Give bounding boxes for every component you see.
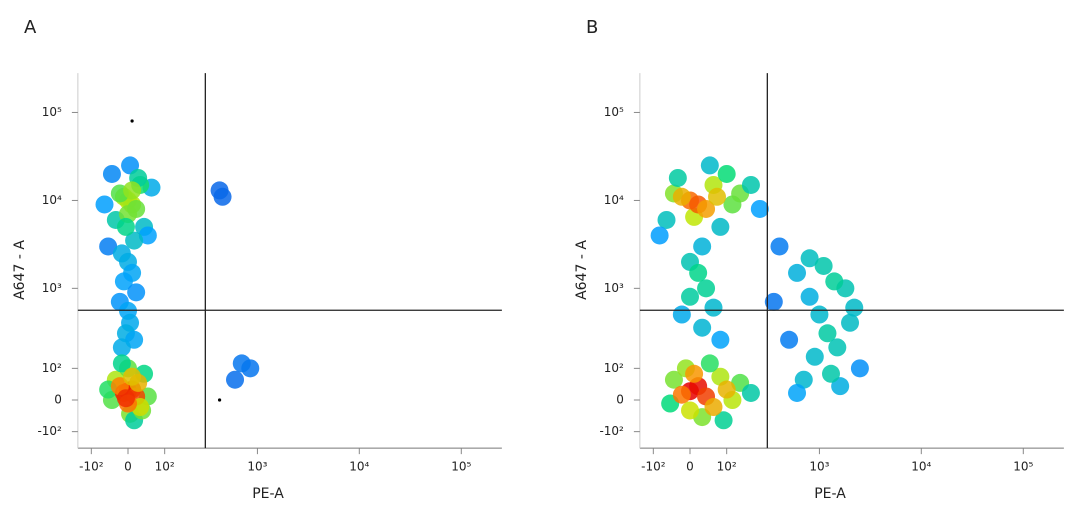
event-dot: [770, 237, 789, 256]
event-dot: [714, 411, 733, 430]
panel-title: A: [24, 17, 37, 38]
y-tick-label: 10⁵: [42, 105, 62, 119]
x-tick-label: 10⁴: [349, 460, 369, 474]
event-dot: [717, 380, 736, 399]
x-tick-label: 0: [686, 460, 694, 474]
event-dot: [123, 367, 142, 386]
event-dot: [99, 237, 118, 256]
y-tick-label: 10²: [604, 361, 624, 375]
event-dot: [102, 164, 121, 183]
event-dot: [805, 347, 824, 366]
event-dot: [788, 263, 807, 282]
event-dot: [788, 383, 807, 402]
event-dot: [685, 364, 704, 383]
event-dot: [810, 305, 829, 324]
event-dot: [672, 187, 691, 206]
event-dot: [226, 370, 245, 389]
panel-title: B: [586, 17, 598, 38]
y-axis-label: A647 - A: [574, 240, 590, 300]
event-dot: [700, 354, 719, 373]
event-dot: [831, 377, 850, 396]
event-dot: [780, 330, 799, 349]
event-dot: [704, 398, 723, 417]
event-dot: [650, 226, 669, 245]
event-dot: [125, 231, 144, 250]
y-tick-label: 10³: [42, 281, 62, 295]
y-tick-label: -10²: [599, 424, 624, 438]
y-tick-label: 0: [616, 393, 624, 407]
x-tick-label: 0: [124, 460, 132, 474]
event-dot: [693, 318, 712, 337]
y-tick-label: -10²: [37, 424, 62, 438]
event-dot: [741, 383, 760, 402]
event-dot: [664, 370, 683, 389]
y-axis-label: A647 - A: [12, 240, 28, 300]
event-dot: [95, 195, 114, 214]
event-dot: [845, 298, 864, 317]
event-dot: [672, 385, 691, 404]
y-tick-label: 10²: [42, 361, 62, 375]
event-dot: [681, 287, 699, 306]
event-dot: [112, 354, 131, 373]
x-tick-label: 10³: [247, 460, 267, 474]
event-dot: [821, 364, 840, 383]
y-tick-label: 10⁴: [42, 193, 62, 207]
y-tick-label: 10⁴: [604, 193, 624, 207]
event-dot: [800, 287, 819, 306]
event-dot: [116, 389, 135, 408]
event-dot: [689, 263, 708, 282]
event-dot: [704, 298, 723, 317]
event-dot: [657, 210, 676, 229]
event-dot: [130, 119, 134, 123]
event-dot: [127, 283, 146, 302]
event-dot: [213, 187, 232, 206]
event-dot: [668, 168, 687, 187]
event-dot: [693, 237, 712, 256]
y-tick-label: 10³: [604, 281, 624, 295]
event-dot: [672, 305, 691, 324]
event-dot: [697, 199, 716, 218]
x-axis-label: PE-A: [814, 486, 846, 502]
y-tick-label: 0: [54, 393, 62, 407]
event-dot: [841, 313, 860, 332]
event-dot: [711, 217, 730, 236]
x-tick-label: -10²: [79, 460, 104, 474]
event-dot: [232, 354, 251, 373]
x-axis-label: PE-A: [252, 486, 284, 502]
event-dot: [123, 181, 142, 200]
event-dot: [708, 187, 727, 206]
event-dot: [800, 249, 819, 268]
event-dot: [112, 338, 131, 357]
x-tick-label: 10²: [155, 460, 175, 474]
event-dot: [681, 401, 699, 420]
x-tick-label: 10⁵: [451, 460, 471, 474]
event-dot: [697, 279, 716, 298]
event-dot: [138, 226, 157, 245]
event-dot: [741, 175, 760, 194]
event-dot: [750, 199, 769, 218]
x-tick-label: 10²: [717, 460, 737, 474]
event-dot: [700, 156, 719, 175]
event-dot: [217, 398, 222, 402]
event-dot: [850, 359, 869, 378]
y-tick-label: 10⁵: [604, 105, 624, 119]
event-dot: [116, 217, 135, 236]
event-dot: [818, 324, 837, 343]
event-dot: [794, 370, 813, 389]
event-dot: [764, 292, 783, 311]
x-tick-label: 10³: [809, 460, 829, 474]
event-dot: [825, 272, 844, 291]
x-tick-label: -10²: [641, 460, 666, 474]
event-dot: [828, 338, 847, 357]
event-dot: [717, 164, 736, 183]
x-tick-label: 10⁵: [1013, 460, 1033, 474]
event-dot: [114, 272, 133, 291]
x-tick-label: 10⁴: [911, 460, 931, 474]
event-dot: [814, 256, 833, 275]
event-dot: [711, 330, 730, 349]
